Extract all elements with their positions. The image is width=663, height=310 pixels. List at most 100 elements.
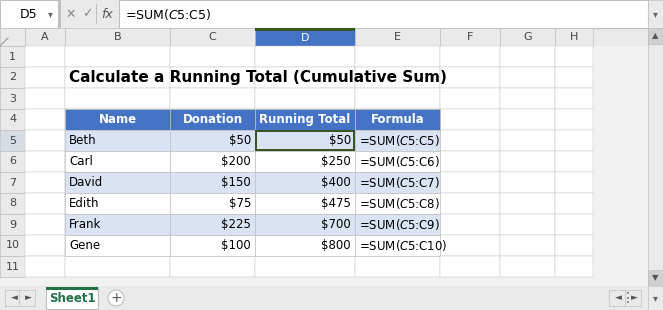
Bar (500, 151, 555, 172)
Bar (255, 172, 355, 193)
Text: G: G (523, 32, 532, 42)
Bar (0, 0, 58, 28)
Bar (500, 130, 555, 151)
Bar (355, 151, 440, 172)
Bar (355, 109, 440, 130)
Bar (255, 193, 355, 214)
Bar (355, 256, 440, 277)
Text: 1: 1 (9, 51, 16, 61)
Bar (255, 214, 355, 235)
Bar (255, 28, 355, 46)
Bar (25, 235, 65, 256)
Bar (0, 256, 25, 277)
Bar (25, 151, 65, 172)
Text: Formula: Formula (371, 113, 424, 126)
Text: D5: D5 (20, 7, 38, 20)
Bar (119, 0, 648, 28)
Bar (46, 287, 98, 309)
Text: =SUM($C$5:C7): =SUM($C$5:C7) (359, 175, 440, 190)
Bar (170, 130, 255, 151)
Text: $200: $200 (221, 155, 251, 168)
Bar (625, 290, 641, 306)
Bar (0, 67, 25, 88)
Bar (255, 130, 257, 151)
Text: F: F (467, 32, 473, 42)
Bar (355, 88, 440, 109)
Bar (0, 46, 25, 67)
Bar (25, 130, 65, 151)
Bar (355, 109, 440, 130)
Bar (0, 151, 25, 172)
Bar (500, 88, 555, 109)
Text: H: H (570, 32, 578, 42)
Bar (25, 28, 65, 46)
Bar (65, 130, 170, 151)
Bar (255, 235, 355, 256)
Bar (440, 151, 500, 172)
Bar (25, 88, 65, 109)
Bar (355, 28, 440, 46)
Bar (355, 214, 440, 235)
Text: Sheet1: Sheet1 (48, 293, 95, 305)
Bar (0, 214, 25, 235)
Bar (355, 151, 440, 172)
Bar (555, 256, 593, 277)
Bar (255, 109, 355, 130)
Bar (25, 46, 65, 67)
Bar (170, 67, 255, 88)
Bar (170, 130, 255, 151)
Text: $75: $75 (229, 197, 251, 210)
Text: =SUM($C$5:C8): =SUM($C$5:C8) (359, 196, 440, 211)
Bar (170, 193, 255, 214)
Bar (609, 290, 625, 306)
Text: $225: $225 (221, 218, 251, 231)
Bar (65, 193, 170, 214)
Text: +: + (110, 291, 122, 305)
Bar (500, 172, 555, 193)
Text: A: A (41, 32, 49, 42)
Bar (65, 88, 170, 109)
Bar (255, 149, 355, 151)
Text: Frank: Frank (69, 218, 101, 231)
Bar (255, 46, 355, 67)
Text: =SUM($C$5:C5): =SUM($C$5:C5) (125, 7, 211, 21)
Bar (440, 88, 500, 109)
Bar (25, 214, 65, 235)
Bar (170, 46, 255, 67)
Bar (355, 46, 440, 67)
Bar (65, 28, 170, 46)
Bar (555, 214, 593, 235)
Bar (25, 67, 65, 88)
Bar (170, 28, 255, 46)
Bar (0, 28, 25, 46)
Bar (65, 214, 170, 235)
Bar (440, 172, 500, 193)
Bar (255, 109, 355, 130)
Bar (355, 214, 440, 235)
Bar (65, 151, 170, 172)
Text: $800: $800 (322, 239, 351, 252)
Bar (555, 88, 593, 109)
Bar (0, 172, 25, 193)
Bar (440, 214, 500, 235)
Text: Carl: Carl (69, 155, 93, 168)
Bar (0, 130, 25, 151)
Bar (65, 172, 170, 193)
Bar (65, 109, 170, 130)
Bar (255, 214, 355, 235)
Bar (355, 172, 440, 193)
Bar (353, 130, 355, 151)
Bar (170, 151, 255, 172)
Bar (555, 193, 593, 214)
Bar (0, 88, 25, 109)
Text: Calculate a Running Total (Cumulative Sum): Calculate a Running Total (Cumulative Su… (69, 70, 447, 85)
Bar (355, 172, 440, 193)
Text: 11: 11 (5, 262, 19, 272)
Bar (170, 172, 255, 193)
Text: ▾: ▾ (653, 9, 658, 19)
Bar (440, 67, 500, 88)
Bar (65, 67, 170, 88)
Text: Name: Name (98, 113, 137, 126)
Bar (355, 193, 440, 214)
Bar (255, 88, 355, 109)
